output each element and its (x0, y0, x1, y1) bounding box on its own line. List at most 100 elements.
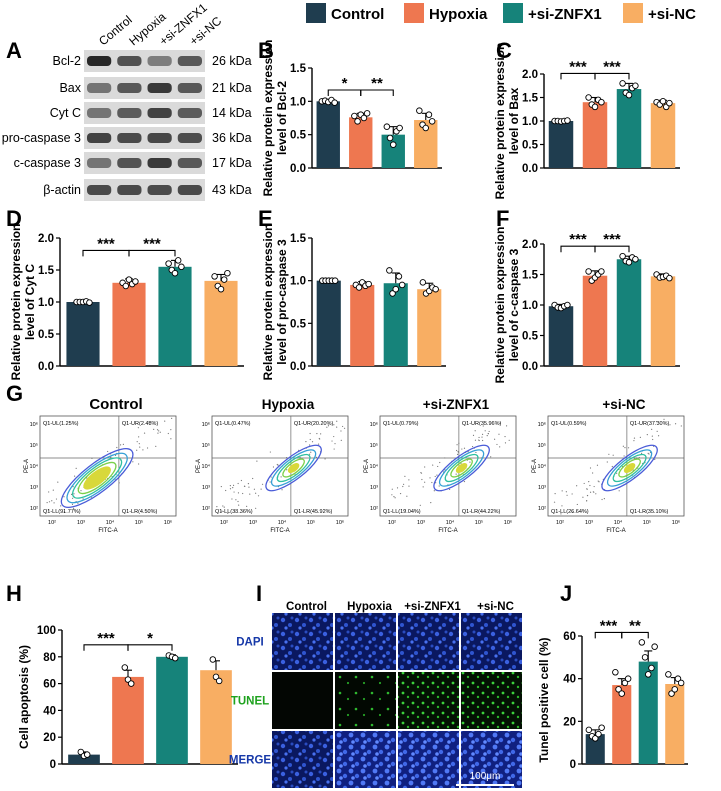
flow-event (402, 485, 404, 488)
data-point (671, 686, 679, 693)
data-point (585, 268, 592, 275)
flow-event (244, 485, 246, 487)
micro-image (461, 613, 522, 670)
flow-contour (282, 458, 305, 478)
flow-event (505, 425, 508, 427)
legend-label-si-znfx1: +si-ZNFX1 (528, 6, 602, 23)
flow-event (586, 494, 589, 497)
y-tick-label: 1.0 (522, 300, 538, 312)
flow-event (159, 431, 161, 433)
flow-event (118, 482, 120, 484)
bar (66, 302, 100, 366)
microscopy-grid: Control Hypoxia +si-ZNFX1 +si-NC DAPI TUNEL ME… (229, 601, 522, 788)
y-axis-label-line: level of Bax (507, 87, 521, 154)
significance-label: * (147, 630, 153, 647)
wb-strip (84, 152, 205, 174)
flow-event (340, 439, 342, 441)
significance-label: *** (569, 231, 587, 248)
flow-event (606, 461, 608, 463)
flow-event (589, 484, 591, 487)
flow-event (406, 495, 408, 497)
flow-event (237, 500, 239, 503)
flow-event (455, 473, 457, 475)
flow-event (269, 451, 271, 453)
data-point (211, 273, 218, 280)
bar (383, 283, 408, 366)
flow-event (153, 428, 155, 430)
panel-label-j: J (560, 581, 572, 606)
flow-event (333, 448, 335, 450)
flow-event (504, 435, 506, 438)
flow-event (336, 426, 338, 428)
data-point (632, 82, 639, 89)
flow-event (156, 429, 159, 431)
data-point (425, 111, 433, 118)
significance-label: *** (600, 617, 618, 634)
quadrant-label-ur: Q1-UR(20.20%) (294, 421, 334, 427)
flow-event (622, 445, 624, 447)
data-point (389, 290, 396, 297)
data-point (132, 278, 139, 285)
flow-event (260, 488, 262, 490)
flow-event (474, 430, 476, 432)
wb-kda-label: 17 kDa (212, 156, 252, 170)
legend-swatch-hypoxia (404, 3, 424, 23)
y-tick-label: 1.0 (290, 96, 306, 108)
data-point (392, 285, 400, 293)
flow-event (490, 456, 492, 458)
flow-event (237, 492, 240, 494)
flow-event (593, 491, 595, 493)
flow-event (48, 491, 50, 493)
flow-event (252, 477, 254, 480)
y-tick-label: 1.5 (522, 270, 539, 282)
data-point (355, 284, 363, 291)
flow-event (471, 445, 474, 448)
flow-event (143, 432, 146, 434)
flow-event (576, 503, 578, 506)
y-tick-label: 1.0 (522, 116, 538, 128)
flow-x-tick: 10⁴ (446, 519, 455, 526)
flow-event (482, 439, 484, 442)
data-point (419, 279, 427, 286)
micro-image (335, 731, 396, 788)
y-tick-label: 80 (43, 652, 56, 664)
bar (548, 306, 574, 366)
flow-event (478, 439, 480, 441)
flow-event (119, 444, 122, 446)
flow-event (592, 472, 594, 474)
panel-label-b: B (258, 38, 274, 63)
data-point (585, 94, 592, 101)
flow-event (223, 506, 225, 508)
flow-event (286, 457, 288, 459)
flow-contour (72, 457, 123, 499)
legend-label-control: Control (331, 6, 384, 23)
wb-row-label: Bcl-2 (53, 54, 82, 68)
significance-label: *** (143, 235, 161, 252)
flow-event (60, 505, 62, 507)
flow-event (139, 446, 141, 448)
y-tick-label: 2.0 (522, 239, 538, 251)
flow-event (86, 477, 88, 479)
flow-x-tick: 10² (220, 520, 228, 526)
micro-column-label: +si-ZNFX1 (404, 601, 461, 613)
flow-title: +si-NC (602, 397, 645, 412)
y-tick-label: 20 (563, 716, 576, 728)
flow-event (220, 485, 222, 488)
micro-image (272, 731, 333, 788)
quadrant-label-lr: Q1-LR(45.92%) (294, 509, 333, 515)
y-tick-label: 0.5 (522, 140, 539, 152)
y-tick-label: 1.5 (522, 93, 539, 105)
flow-event (57, 481, 59, 483)
y-tick-label: 1.0 (290, 276, 306, 288)
flow-y-tick: 10⁶ (370, 421, 378, 428)
flow-y-tick: 10⁴ (202, 463, 211, 470)
flow-event (222, 505, 224, 507)
wb-strip (84, 179, 205, 201)
data-point (86, 299, 93, 306)
data-point (668, 690, 675, 697)
flow-y-tick: 10² (538, 506, 546, 512)
flow-event (73, 507, 75, 509)
panel-label-f: F (496, 206, 509, 231)
